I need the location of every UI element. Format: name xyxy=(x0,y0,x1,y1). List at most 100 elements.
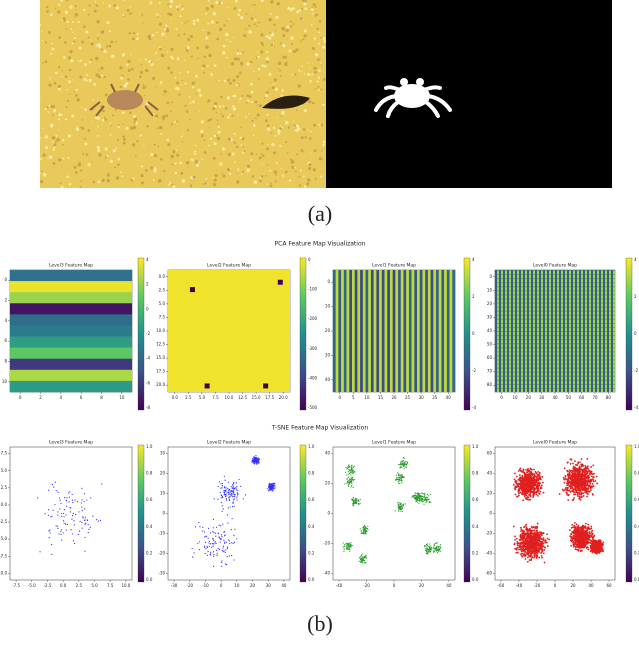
sand-grain xyxy=(191,158,194,161)
sand-grain xyxy=(65,28,67,30)
sand-grain xyxy=(315,14,318,17)
scatter-point xyxy=(592,464,594,466)
heat-cell xyxy=(495,355,615,356)
sand-grain xyxy=(48,83,51,86)
scatter-point xyxy=(367,528,368,529)
scatter-point xyxy=(426,550,427,551)
sand-grain xyxy=(321,65,322,66)
scatter-point xyxy=(593,535,595,537)
sand-grain xyxy=(62,139,65,142)
colorbar-tick-label: 0 xyxy=(472,331,475,336)
scatter-point xyxy=(398,473,399,474)
scatter-point xyxy=(428,551,429,552)
scatter-point xyxy=(232,543,233,544)
sand-grain xyxy=(78,60,79,61)
y-tick-label: 2.5 xyxy=(159,287,166,292)
scatter-point xyxy=(421,497,422,498)
sand-grain xyxy=(270,182,272,184)
heat-cell xyxy=(10,337,132,348)
sand-grain xyxy=(127,78,130,81)
scatter-point xyxy=(272,489,273,490)
sand-grain xyxy=(54,109,56,111)
sand-grain xyxy=(321,150,322,151)
sand-grain xyxy=(300,170,302,172)
sand-grain xyxy=(261,175,264,178)
sand-grain xyxy=(190,184,193,187)
sand-grain xyxy=(95,57,99,61)
scatter-point xyxy=(398,505,399,506)
scatter-point xyxy=(232,488,233,489)
sand-grain xyxy=(318,124,320,126)
sand-grain xyxy=(65,11,68,14)
y-tick-label: 20 xyxy=(325,328,331,333)
sand-grain xyxy=(322,144,325,147)
scatter-point xyxy=(234,529,235,530)
sand-grain xyxy=(312,47,315,50)
sand-grain xyxy=(159,48,162,51)
scatter-point xyxy=(54,504,55,505)
heat-cell xyxy=(401,270,404,392)
sand-grain xyxy=(313,124,316,127)
sand-grain xyxy=(189,119,190,120)
scatter-point xyxy=(57,515,58,516)
sand-grain xyxy=(261,142,263,144)
sand-grain xyxy=(303,176,305,178)
scatter-point xyxy=(423,504,424,505)
sand-grain xyxy=(241,65,242,66)
sand-grain xyxy=(145,169,148,172)
scatter-point xyxy=(239,479,240,480)
scatter-point xyxy=(60,500,61,501)
y-tick-label: 0 xyxy=(327,279,330,284)
scatter-point xyxy=(400,503,401,504)
scatter-point xyxy=(207,551,208,552)
sand-grain xyxy=(261,64,264,67)
scatter-point xyxy=(589,533,591,535)
sand-grain xyxy=(143,84,145,86)
sand-grain xyxy=(313,168,316,171)
sand-grain xyxy=(254,19,256,21)
scatter-point xyxy=(82,510,83,511)
sand-grain xyxy=(184,82,186,84)
scatter-point xyxy=(269,484,270,485)
sand-grain xyxy=(307,62,308,63)
sand-grain xyxy=(132,143,135,146)
heat-cell xyxy=(495,343,615,344)
scatter-point xyxy=(65,524,66,525)
sand-grain xyxy=(312,102,315,105)
scatter-point xyxy=(344,544,345,545)
sand-grain xyxy=(280,125,281,126)
heat-cell xyxy=(379,270,382,392)
scatter-point xyxy=(426,551,427,552)
sand-grain xyxy=(255,117,257,119)
sand-grain xyxy=(320,37,322,39)
sand-grain xyxy=(76,126,77,127)
sand-grain xyxy=(68,56,71,59)
sand-grain xyxy=(202,30,204,32)
scatter-point xyxy=(426,553,427,554)
sand-grain xyxy=(171,123,173,125)
sand-grain xyxy=(281,89,284,92)
scatter-point xyxy=(209,542,210,543)
sand-grain xyxy=(178,93,180,95)
scatter-point xyxy=(574,522,576,524)
x-tick-label: 0 xyxy=(220,583,223,588)
sand-grain xyxy=(181,172,184,175)
sand-grain xyxy=(264,97,266,99)
scatter-point xyxy=(53,487,54,488)
scatter-point xyxy=(397,502,398,503)
scatter-point xyxy=(232,490,233,491)
sand-grain xyxy=(236,75,239,78)
sand-grain xyxy=(266,114,268,116)
scatter-point xyxy=(399,474,400,475)
sand-grain xyxy=(69,94,70,95)
heat-cell xyxy=(495,298,615,299)
sand-grain xyxy=(41,171,43,173)
y-tick-label: 30 xyxy=(160,451,166,456)
sand-grain xyxy=(84,142,87,145)
sand-grain xyxy=(155,52,157,54)
sand-grain xyxy=(50,14,53,17)
sand-grain xyxy=(57,10,60,13)
heat-cell xyxy=(403,270,406,392)
sand-grain xyxy=(281,111,285,115)
scatter-point xyxy=(403,505,404,506)
